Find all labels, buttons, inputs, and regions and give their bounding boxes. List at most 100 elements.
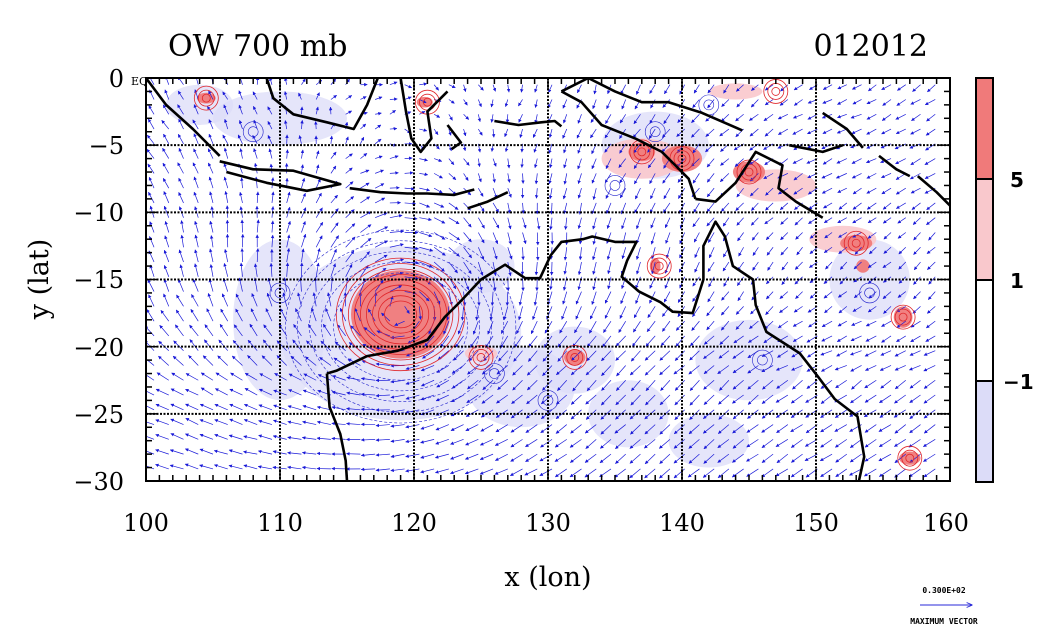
wind-vector (898, 261, 907, 270)
wind-vector (662, 128, 671, 138)
wind-vector (178, 192, 184, 204)
wind-vector (209, 191, 214, 204)
wind-vector (177, 104, 184, 115)
wind-vector (781, 261, 789, 271)
wind-vector (418, 306, 423, 320)
wind-vector (375, 169, 384, 174)
wind-vector (825, 261, 833, 270)
wind-vector (735, 320, 744, 330)
wind-vector (866, 187, 877, 194)
wind-vector (777, 143, 789, 149)
wind-vector (345, 153, 353, 159)
wind-vector (235, 293, 243, 307)
wind-vector (375, 111, 382, 116)
wind-vector (268, 148, 273, 159)
wind-vector (329, 135, 334, 144)
wind-vector (330, 165, 337, 174)
wind-vector (869, 247, 877, 255)
wind-vector (823, 217, 833, 224)
wind-vector (193, 133, 199, 144)
wind-vector (297, 292, 302, 307)
wind-vector (360, 96, 367, 100)
wind-vector (793, 84, 803, 91)
wind-vector (606, 247, 612, 260)
wind-vector (514, 335, 523, 348)
wind-vector (192, 278, 199, 292)
wind-vector (881, 84, 892, 91)
wind-vector (706, 158, 715, 168)
wind-vector (577, 158, 582, 170)
wind-vector (315, 178, 321, 189)
wind-vector (532, 306, 538, 320)
wind-vector (646, 320, 656, 333)
wind-vector (360, 136, 365, 144)
wind-vector (662, 173, 671, 184)
wind-vector (411, 320, 420, 333)
wind-vector (548, 128, 553, 138)
wind-vector (492, 202, 499, 213)
wind-vector (767, 261, 774, 271)
wind-vector (463, 173, 469, 181)
x-axis: 100 110 120 130 140 150 160 x (lon) (123, 509, 969, 593)
wind-vector (719, 335, 730, 345)
wind-vector (620, 291, 627, 305)
wind-vector (207, 148, 214, 159)
wind-vector (883, 232, 892, 240)
chart-title: OW 700 mb (168, 29, 347, 64)
wind-vector (312, 292, 317, 307)
wind-vector (895, 128, 906, 135)
wind-vector (404, 96, 412, 100)
wind-vector (591, 291, 597, 305)
wind-vector (208, 162, 214, 174)
wind-vector (315, 235, 323, 248)
wind-vector (838, 306, 848, 314)
y-tick-label: −25 (73, 401, 124, 429)
plot-area (146, 78, 950, 481)
wind-vector (148, 191, 155, 204)
wind-vector (285, 149, 289, 159)
wind-vector (505, 291, 510, 306)
wind-vector (194, 89, 199, 100)
wind-vector (607, 276, 612, 290)
wind-vector (204, 339, 214, 351)
wind-vector (909, 173, 921, 180)
wind-vector (851, 158, 862, 164)
wind-vector (737, 232, 744, 242)
wind-vector (534, 99, 538, 108)
wind-vector (590, 114, 597, 123)
time-label: 012012 (813, 29, 928, 64)
wind-vector (394, 320, 405, 326)
wind-vector (604, 306, 612, 319)
wind-vector (433, 128, 439, 135)
wind-vector (407, 335, 420, 345)
wind-vector (360, 123, 367, 130)
wind-vector (330, 94, 337, 100)
x-tick-label: 120 (391, 509, 437, 537)
wind-vector (751, 84, 759, 91)
wind-vector (577, 217, 582, 229)
wind-vector (520, 84, 524, 93)
wind-vector (448, 217, 460, 225)
wind-vector (322, 323, 332, 337)
wind-vector (562, 188, 568, 200)
wind-vector (792, 128, 803, 135)
wind-vector (721, 202, 730, 212)
wind-vector (563, 261, 568, 275)
wind-vector (679, 232, 686, 245)
wind-vector (194, 234, 199, 248)
wind-vector (852, 187, 862, 195)
colorbar: 5 1 −1 (975, 77, 1034, 483)
wind-vector (910, 335, 921, 343)
wind-vector (286, 234, 291, 248)
wind-vector (649, 173, 656, 185)
wind-vector (404, 156, 413, 160)
wind-vector (749, 320, 759, 329)
wind-vector (707, 99, 715, 109)
wind-vector (765, 306, 774, 316)
wind-vector (149, 221, 155, 233)
wind-vector (164, 221, 170, 233)
reference-vector-caption: MAXIMUM VECTOR (910, 617, 978, 626)
wind-vector (345, 209, 355, 218)
wind-vector (208, 133, 214, 144)
wind-vector (706, 202, 715, 213)
